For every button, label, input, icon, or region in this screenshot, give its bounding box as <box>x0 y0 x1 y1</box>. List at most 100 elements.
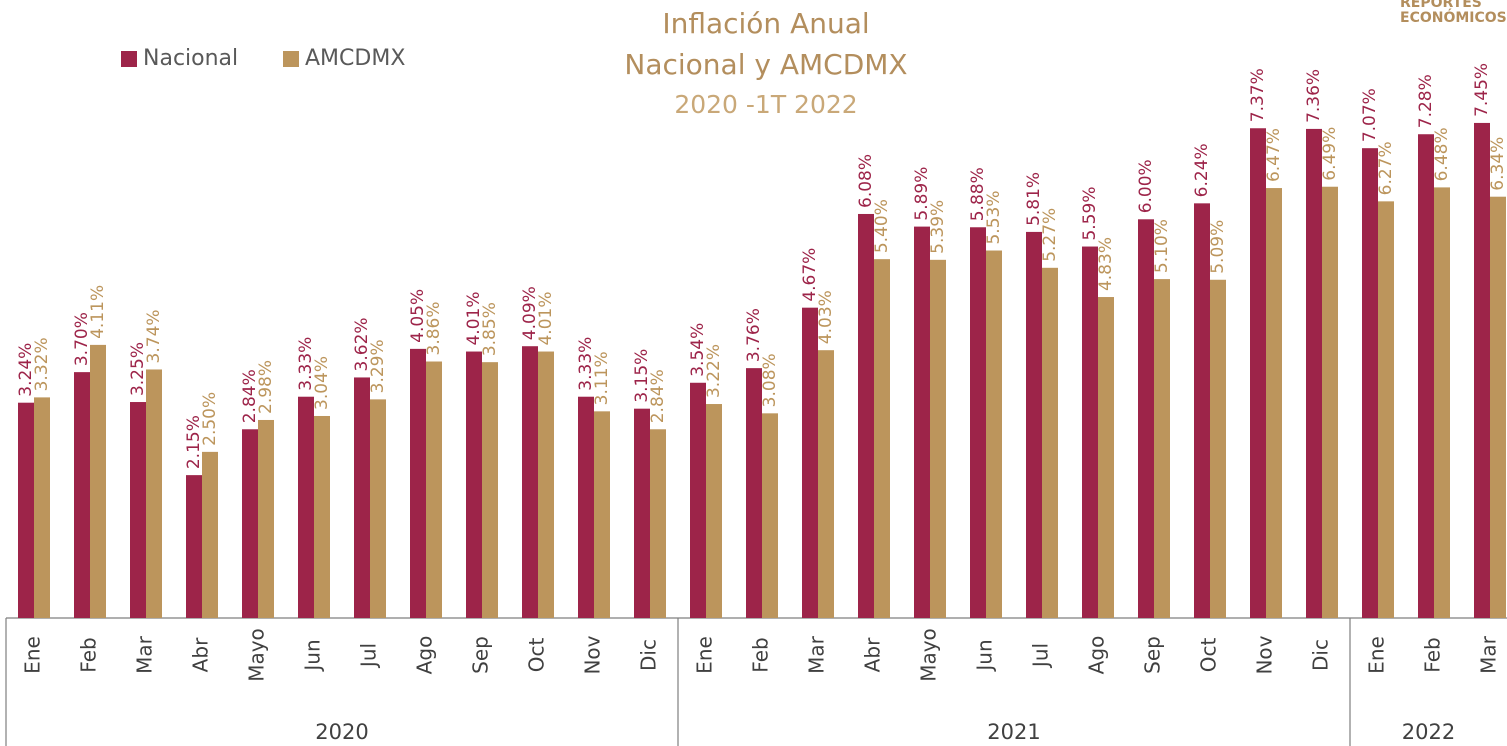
bar <box>1138 219 1154 618</box>
bar <box>298 396 314 618</box>
data-label: 3.70% <box>72 312 92 366</box>
data-label: 3.25% <box>128 342 148 396</box>
data-label: 5.53% <box>984 191 1004 245</box>
x-tick-label: Jun <box>973 639 997 672</box>
data-label: 2.84% <box>240 369 260 423</box>
data-label: 4.11% <box>88 285 108 339</box>
data-label: 5.09% <box>1208 220 1228 274</box>
bar <box>858 213 874 619</box>
bar <box>1194 203 1210 619</box>
bar <box>74 372 90 618</box>
data-label: 3.33% <box>296 337 316 391</box>
x-tick-label: Jul <box>357 643 381 669</box>
x-tick-label: Jul <box>1029 643 1053 669</box>
bar <box>690 382 706 618</box>
bar <box>1210 279 1226 618</box>
data-label: 4.67% <box>800 248 820 302</box>
bar <box>186 475 202 618</box>
bar <box>130 402 146 618</box>
data-label: 7.28% <box>1416 74 1436 128</box>
bar <box>634 408 650 618</box>
x-tick-label: Ene <box>693 636 717 674</box>
data-label: 2.50% <box>200 392 220 446</box>
x-tick-label: Mar <box>1477 635 1501 674</box>
data-label: 5.81% <box>1024 172 1044 226</box>
data-label: 6.49% <box>1320 127 1340 181</box>
bar <box>1378 201 1394 618</box>
bar <box>258 419 274 618</box>
bar <box>914 226 930 618</box>
bar <box>650 429 666 618</box>
bar <box>802 307 818 618</box>
data-label: 6.24% <box>1192 143 1212 197</box>
bar <box>594 411 610 618</box>
data-label: 3.86% <box>424 301 444 355</box>
data-label: 4.05% <box>408 289 428 343</box>
group-label: 2020 <box>315 720 368 744</box>
bar <box>1082 246 1098 619</box>
data-label: 6.08% <box>856 154 876 208</box>
data-label: 3.24% <box>16 343 36 397</box>
bar <box>1490 196 1506 618</box>
data-label: 5.88% <box>968 167 988 221</box>
data-label: 2.98% <box>256 360 276 414</box>
legend-label: Nacional <box>143 46 238 71</box>
x-tick-label: Ago <box>413 636 437 675</box>
bar <box>410 348 426 618</box>
data-label: 3.74% <box>144 309 164 363</box>
x-tick-label: Ene <box>21 636 45 674</box>
bar <box>1250 128 1266 618</box>
x-tick-label: Abr <box>861 637 885 672</box>
x-tick-label: Sep <box>1141 636 1165 674</box>
x-tick-label: Mar <box>805 635 829 674</box>
bar <box>1434 187 1450 618</box>
data-label: 3.11% <box>592 351 612 405</box>
logo-text: ECONÓMICOS <box>1400 8 1507 26</box>
x-tick-label: Sep <box>469 636 493 674</box>
bar <box>34 397 50 618</box>
bar <box>242 429 258 618</box>
data-label: 3.32% <box>32 337 52 391</box>
x-tick-label: Dic <box>637 639 661 671</box>
bar <box>1306 128 1322 618</box>
data-label: 3.22% <box>704 344 724 398</box>
x-tick-label: Ene <box>1365 636 1389 674</box>
data-label: 3.62% <box>352 317 372 371</box>
chart-subtitle: Nacional y AMCDMX <box>624 48 907 81</box>
x-tick-label: Nov <box>1253 635 1277 674</box>
bar <box>930 259 946 618</box>
data-label: 3.54% <box>688 323 708 377</box>
legend-swatch <box>283 51 299 67</box>
legend-label: AMCDMX <box>305 46 405 71</box>
bar <box>706 404 722 618</box>
bar <box>1362 148 1378 618</box>
data-label: 3.04% <box>312 356 332 410</box>
data-label: 5.40% <box>872 199 892 253</box>
bar <box>746 368 762 618</box>
bar <box>762 413 778 618</box>
bar <box>18 402 34 618</box>
bar <box>1154 279 1170 618</box>
group-label: 2022 <box>1402 720 1455 744</box>
data-label: 4.01% <box>536 292 556 346</box>
bar <box>986 250 1002 618</box>
data-label: 7.07% <box>1360 88 1380 142</box>
bar <box>1322 186 1338 618</box>
data-label: 6.34% <box>1488 137 1507 191</box>
data-label: 6.27% <box>1376 141 1396 195</box>
data-label: 3.29% <box>368 339 388 393</box>
data-label: 4.01% <box>464 292 484 346</box>
data-label: 4.83% <box>1096 237 1116 291</box>
bar <box>202 451 218 618</box>
bar <box>1098 297 1114 618</box>
bar <box>578 396 594 618</box>
data-label: 4.09% <box>520 286 540 340</box>
logo-text: REPORTES <box>1400 0 1482 11</box>
bar <box>466 351 482 618</box>
x-tick-label: Mayo <box>917 628 941 682</box>
data-label: 6.48% <box>1432 127 1452 181</box>
bar <box>482 362 498 618</box>
data-label: 3.33% <box>576 337 596 391</box>
x-tick-label: Ago <box>1085 636 1109 675</box>
